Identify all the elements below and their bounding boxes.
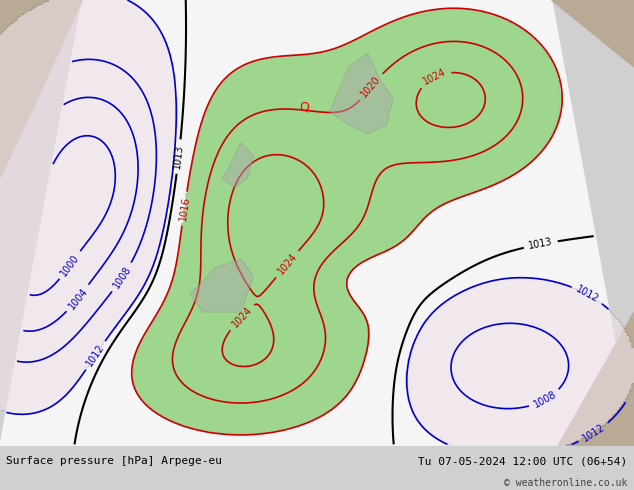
- Polygon shape: [0, 0, 634, 446]
- Text: 1013: 1013: [172, 144, 185, 170]
- Polygon shape: [222, 143, 254, 187]
- Text: Q: Q: [299, 100, 309, 114]
- Polygon shape: [190, 259, 254, 312]
- Text: 1012: 1012: [581, 422, 607, 444]
- Text: Tu 07-05-2024 12:00 UTC (06+54): Tu 07-05-2024 12:00 UTC (06+54): [418, 456, 628, 466]
- Text: 1012: 1012: [84, 343, 107, 368]
- Text: © weatheronline.co.uk: © weatheronline.co.uk: [504, 478, 628, 489]
- Text: 1012: 1012: [574, 284, 600, 305]
- Text: Surface pressure [hPa] Arpege-eu: Surface pressure [hPa] Arpege-eu: [6, 456, 223, 466]
- Text: 1024: 1024: [230, 305, 254, 329]
- Text: 1000: 1000: [59, 252, 81, 278]
- Text: 1004: 1004: [67, 286, 89, 311]
- Text: 1016: 1016: [178, 196, 191, 221]
- Text: 1024: 1024: [275, 251, 299, 276]
- Text: 1008: 1008: [532, 390, 558, 410]
- Text: 1020: 1020: [359, 74, 383, 99]
- Text: 1013: 1013: [527, 237, 553, 251]
- Polygon shape: [552, 0, 634, 67]
- Polygon shape: [330, 53, 393, 134]
- Text: 1008: 1008: [111, 265, 133, 291]
- Polygon shape: [0, 0, 82, 178]
- Text: 1024: 1024: [422, 67, 448, 87]
- Polygon shape: [558, 312, 634, 446]
